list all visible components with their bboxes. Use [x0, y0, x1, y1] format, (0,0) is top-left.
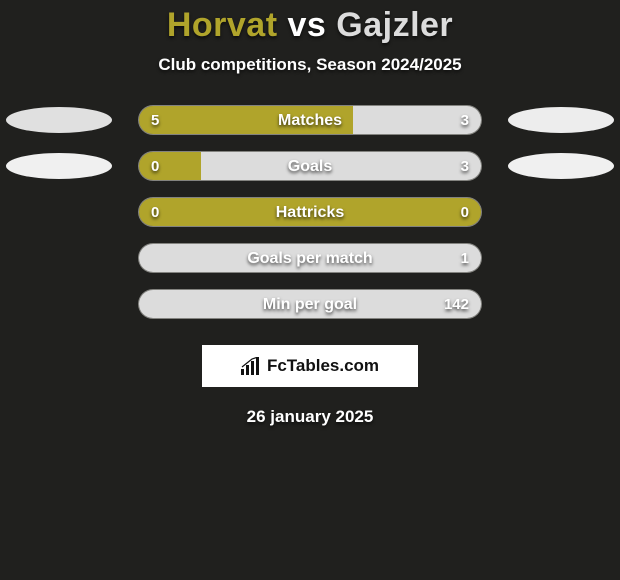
stat-row: 00Hattricks — [0, 197, 620, 243]
stat-rows: 53Matches 03Goals 00Hattricks 1Goals per ma… — [0, 105, 620, 335]
stat-bar: 53Matches — [138, 105, 482, 135]
player2-bar-fill — [139, 290, 481, 318]
player1-badge — [6, 107, 112, 133]
player1-bar-fill — [139, 106, 353, 134]
stat-row: 03Goals — [0, 151, 620, 197]
player2-bar-fill — [353, 106, 481, 134]
subtitle: Club competitions, Season 2024/2025 — [0, 55, 620, 75]
logo-text: FcTables.com — [267, 356, 379, 376]
comparison-title: Horvat vs Gajzler — [0, 0, 620, 45]
source-logo: FcTables.com — [202, 345, 418, 387]
player2-bar-fill — [201, 152, 481, 180]
player2-badge — [508, 153, 614, 179]
player2-badge — [508, 107, 614, 133]
stat-bar: 1Goals per match — [138, 243, 482, 273]
player1-name: Horvat — [167, 6, 278, 44]
stat-bar: 00Hattricks — [138, 197, 482, 227]
chart-icon — [241, 357, 261, 375]
player1-bar-fill — [139, 198, 481, 226]
stat-bar: 03Goals — [138, 151, 482, 181]
player1-badge — [6, 153, 112, 179]
player1-bar-fill — [139, 152, 201, 180]
player2-bar-fill — [139, 244, 481, 272]
stat-bar: 142Min per goal — [138, 289, 482, 319]
vs-separator: vs — [287, 6, 326, 44]
player2-name: Gajzler — [336, 6, 453, 44]
snapshot-date: 26 january 2025 — [0, 407, 620, 427]
stat-row: 1Goals per match — [0, 243, 620, 289]
stat-row: 142Min per goal — [0, 289, 620, 335]
stat-row: 53Matches — [0, 105, 620, 151]
